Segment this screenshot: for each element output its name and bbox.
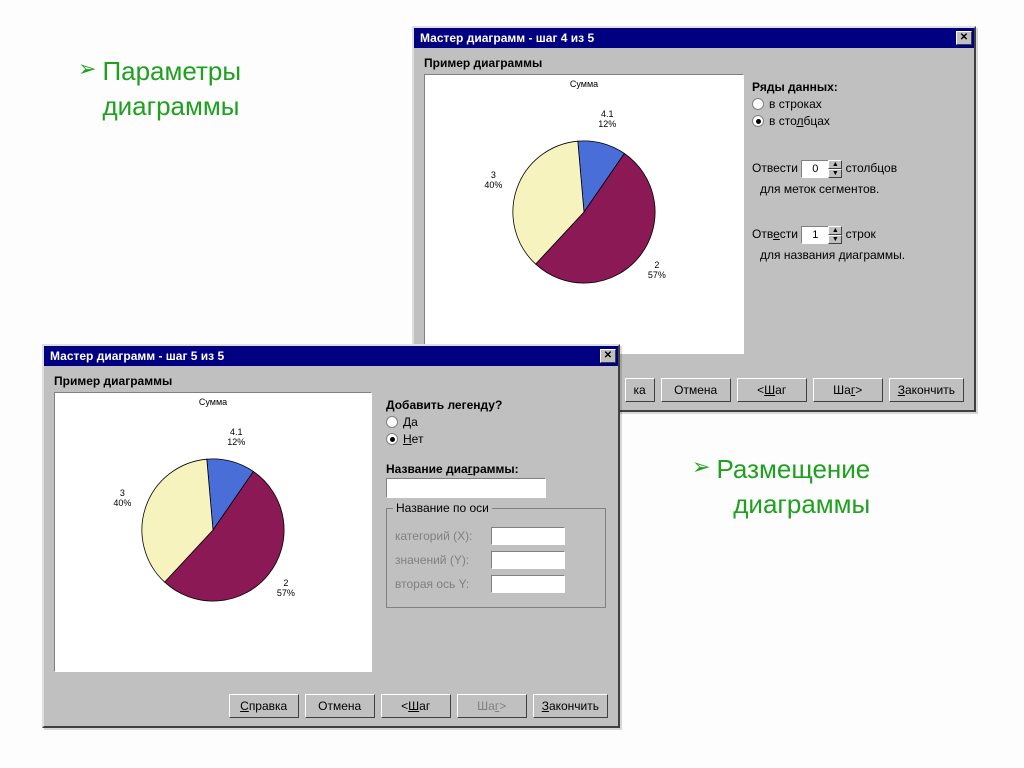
arrow-icon (78, 54, 96, 124)
step4-controls: Ряды данных: в строках в столбцах Отвест… (752, 80, 964, 262)
chart-title: Сумма (425, 79, 743, 89)
spin-down-icon[interactable]: ▼ (828, 235, 842, 244)
cancel-button[interactable]: Отмена (661, 378, 731, 402)
titlebar[interactable]: Мастер диаграмм - шаг 5 из 5 ✕ (44, 346, 618, 366)
axis-x-row: категорий (X): (395, 527, 597, 545)
finish-button[interactable]: Закончить (889, 378, 964, 402)
radio-rows[interactable]: в строках (752, 97, 964, 111)
legend-question: Добавить легенду? (386, 398, 606, 412)
axis-titles-group: Название по оси категорий (X): значений … (386, 508, 606, 608)
segments-cols-input[interactable] (801, 160, 829, 178)
finish-button[interactable]: Закончить (533, 694, 608, 718)
axis-x-input[interactable] (491, 527, 565, 545)
pie-slice-label: 257% (648, 261, 666, 281)
reserve2-suffix: строк (846, 227, 876, 241)
axis-y-input[interactable] (491, 551, 565, 569)
title-rows-spinner[interactable]: ▲▼ (801, 226, 842, 244)
titlebar[interactable]: Мастер диаграмм - шаг 4 из 5 ✕ (414, 28, 974, 48)
spin-up-icon[interactable]: ▲ (828, 160, 842, 169)
chart-preview: Сумма 4.112% 257% 340% (424, 74, 744, 354)
pie-slice-label: 257% (277, 579, 295, 599)
radio-icon (386, 416, 398, 428)
segments-cols-spinner[interactable]: ▲▼ (801, 160, 842, 178)
reserve1-prefix: Отвести (752, 161, 798, 175)
axis-group-legend: Название по оси (393, 501, 492, 515)
next-button[interactable]: Шаг > (813, 378, 883, 402)
back-button[interactable]: < Шаг (737, 378, 807, 402)
reserve1-suffix: столбцов (846, 161, 897, 175)
radio-yes[interactable]: Да (386, 415, 606, 429)
help-button[interactable]: ка (625, 378, 655, 402)
spin-down-icon[interactable]: ▼ (828, 169, 842, 178)
radio-icon (752, 98, 764, 110)
radio-cols[interactable]: в столбцах (752, 114, 964, 128)
axis-y-label: значений (Y): (395, 553, 485, 567)
wizard-step5-window: Мастер диаграмм - шаг 5 из 5 ✕ Пример ди… (42, 344, 620, 728)
window-title: Мастер диаграмм - шаг 5 из 5 (50, 349, 224, 363)
cancel-button[interactable]: Отмена (305, 694, 375, 718)
pie-slice-label: 4.112% (227, 428, 245, 448)
data-series-label: Ряды данных: (752, 80, 964, 94)
step5-controls: Добавить легенду? Да Нет Название диагра… (386, 398, 606, 608)
pie-slice-label: 4.112% (598, 110, 616, 130)
radio-icon (386, 433, 398, 445)
pie-slice-label: 340% (484, 171, 502, 191)
reserve1-desc: для меток сегментов. (760, 182, 964, 196)
callout-placement: Размещение диаграммы (692, 452, 870, 522)
spin-up-icon[interactable]: ▲ (828, 226, 842, 235)
pie-chart (134, 451, 292, 612)
chart-preview: Сумма 4.112% 257% 340% (54, 392, 372, 672)
callout-placement-text: Размещение диаграммы (716, 452, 870, 522)
chart-title: Сумма (55, 397, 371, 407)
radio-icon (752, 115, 764, 127)
callout-parameters: Параметры диаграммы (78, 54, 328, 124)
axis-x-label: категорий (X): (395, 529, 485, 543)
preview-label: Пример диаграммы (424, 56, 964, 70)
pie-chart (505, 133, 663, 294)
close-icon[interactable]: ✕ (600, 349, 616, 363)
axis-y2-label: вторая ось Y: (395, 577, 485, 591)
help-button[interactable]: Справка (229, 694, 299, 718)
reserve2-desc: для названия диаграммы. (760, 248, 964, 262)
next-button: Шаг > (457, 694, 527, 718)
chart-title-input[interactable] (386, 478, 546, 498)
back-button[interactable]: < Шаг (381, 694, 451, 718)
arrow-icon (692, 452, 710, 522)
button-bar: ка Отмена < Шаг Шаг > Закончить (625, 378, 965, 402)
pie-slice-label: 340% (113, 489, 131, 509)
callout-parameters-text: Параметры диаграммы (102, 54, 241, 124)
preview-label: Пример диаграммы (54, 374, 608, 388)
close-icon[interactable]: ✕ (956, 31, 972, 45)
axis-y-row: значений (Y): (395, 551, 597, 569)
radio-no[interactable]: Нет (386, 432, 606, 446)
title-rows-input[interactable] (801, 226, 829, 244)
axis-y2-input[interactable] (491, 575, 565, 593)
axis-y2-row: вторая ось Y: (395, 575, 597, 593)
window-title: Мастер диаграмм - шаг 4 из 5 (420, 31, 594, 45)
button-bar: Справка Отмена < Шаг Шаг > Закончить (229, 694, 608, 718)
